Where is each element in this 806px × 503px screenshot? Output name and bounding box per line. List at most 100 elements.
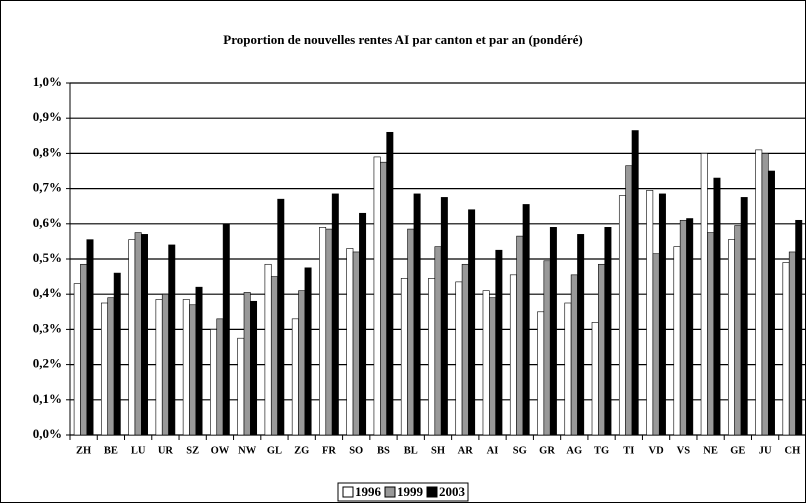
bar: [440, 197, 448, 436]
x-tick-label: AG: [566, 445, 582, 456]
x-tick-label: AR: [458, 445, 474, 456]
bar: [434, 246, 442, 436]
x-tick-label: BS: [377, 445, 390, 456]
bar: [522, 204, 530, 436]
bar: [250, 300, 258, 436]
bar: [713, 177, 721, 436]
x-tick-label: VD: [648, 445, 664, 456]
x-tick-label: SZ: [186, 445, 199, 456]
bar: [700, 153, 708, 436]
legend-swatch: [426, 486, 438, 498]
bar: [428, 278, 436, 436]
y-tick-label: 0,2%: [33, 356, 62, 371]
bar: [740, 197, 748, 436]
legend-swatch: [384, 486, 396, 498]
bar: [707, 232, 715, 436]
bar: [755, 149, 763, 436]
bar: [598, 263, 606, 436]
bar: [134, 232, 142, 436]
y-tick-label: 0,3%: [33, 320, 62, 335]
bar: [788, 251, 796, 436]
bar: [386, 131, 394, 436]
x-tick-label: NE: [703, 445, 718, 456]
bar: [537, 311, 545, 436]
bar: [128, 239, 136, 436]
bar: [509, 274, 517, 436]
bar: [195, 286, 203, 436]
x-tick-label: JU: [759, 445, 772, 456]
bar: [543, 260, 551, 436]
x-tick-label: SH: [431, 445, 445, 456]
bar: [734, 225, 742, 436]
y-tick-label: 0,8%: [33, 144, 62, 159]
bar: [549, 227, 557, 436]
y-tick-label: 0,9%: [33, 109, 62, 124]
bar: [482, 290, 490, 436]
x-tick-label: VS: [677, 445, 691, 456]
bar: [570, 274, 578, 436]
x-tick-label: SO: [349, 445, 363, 456]
bar: [407, 228, 415, 436]
y-tick-label: 0,0%: [33, 426, 62, 441]
x-tick-label: CH: [784, 445, 800, 456]
x-tick-label: SG: [513, 445, 527, 456]
bar: [168, 244, 176, 436]
bar: [631, 130, 639, 436]
bar: [455, 281, 463, 436]
bar: [461, 263, 469, 436]
x-tick-label: ZG: [294, 445, 309, 456]
bar: [795, 219, 803, 436]
bar: [618, 195, 626, 436]
bar: [161, 293, 169, 436]
bar: [359, 212, 367, 436]
bar: [210, 329, 218, 436]
bar: [101, 302, 109, 436]
bar: [331, 193, 339, 436]
x-tick-label: AI: [487, 445, 499, 456]
x-tick-label: GL: [267, 445, 282, 456]
bar: [113, 272, 121, 436]
bar: [400, 278, 408, 436]
bar: [673, 246, 681, 436]
bar: [468, 209, 476, 436]
bar: [646, 190, 654, 436]
x-tick-label: NW: [238, 445, 257, 456]
bar: [761, 153, 769, 436]
bar: [291, 318, 299, 436]
x-tick-label: BL: [404, 445, 418, 456]
bar: [319, 227, 327, 436]
x-tick-label: UR: [158, 445, 174, 456]
chart-title: Proportion de nouvelles rentes AI par ca…: [223, 32, 582, 47]
bar: [577, 234, 585, 436]
bar: [489, 297, 496, 436]
bar: [625, 165, 633, 436]
bar: [564, 302, 572, 436]
bar: [298, 290, 306, 436]
bar: [686, 218, 694, 436]
bar: [182, 299, 190, 436]
bar: [189, 304, 197, 436]
x-tick-label: GE: [730, 445, 745, 456]
bar: [86, 239, 94, 436]
bar: [782, 262, 790, 436]
x-tick-label: OW: [211, 445, 230, 456]
bar: [216, 318, 224, 436]
x-tick-label: TI: [623, 445, 634, 456]
bar: [658, 193, 666, 436]
bar: [141, 234, 148, 436]
bar: [604, 227, 612, 436]
bar: [155, 299, 163, 436]
bar: [652, 253, 660, 436]
bar: [380, 161, 387, 436]
legend-swatch: [342, 486, 354, 498]
legend-label: 1996: [355, 484, 382, 499]
y-tick-label: 0,6%: [33, 215, 62, 230]
legend-label: 1999: [397, 484, 424, 499]
bar: [107, 297, 115, 436]
bar: [413, 193, 421, 436]
x-tick-label: BE: [104, 445, 118, 456]
bar: [80, 263, 88, 436]
bar: [277, 198, 285, 436]
y-tick-label: 0,5%: [33, 250, 62, 265]
